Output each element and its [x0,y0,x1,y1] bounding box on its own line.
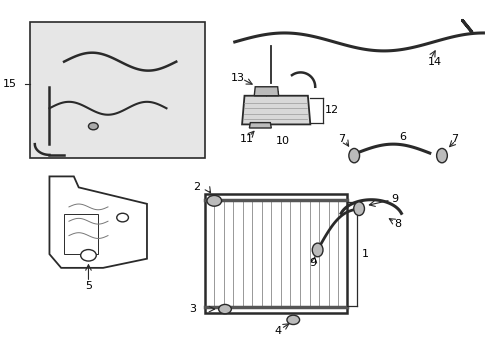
Text: 4: 4 [273,325,281,336]
Polygon shape [242,96,310,125]
Circle shape [286,315,299,324]
Ellipse shape [348,148,359,163]
Text: 14: 14 [427,57,441,67]
Text: 7: 7 [338,134,345,144]
Text: 7: 7 [449,134,457,144]
Text: 9: 9 [390,194,397,204]
Circle shape [117,213,128,222]
Bar [205,194,346,313]
Circle shape [88,123,98,130]
Text: 6: 6 [399,132,406,142]
Text: 10: 10 [275,136,289,145]
Text: 5: 5 [85,281,92,291]
Text: 15: 15 [3,78,17,89]
Circle shape [81,249,96,261]
Text: 8: 8 [394,219,401,229]
Text: 13: 13 [230,73,244,83]
Ellipse shape [312,243,323,257]
Text: 3: 3 [188,304,195,314]
Text: 11: 11 [240,134,253,144]
Text: 1: 1 [361,248,368,258]
Text: 12: 12 [325,105,338,115]
Ellipse shape [436,148,447,163]
Ellipse shape [353,202,364,216]
Polygon shape [249,123,271,128]
Circle shape [218,305,231,314]
Circle shape [206,195,221,206]
Text: 2: 2 [193,182,200,192]
Bar [30,22,205,158]
Polygon shape [254,87,278,96]
Text: 9: 9 [308,258,316,268]
